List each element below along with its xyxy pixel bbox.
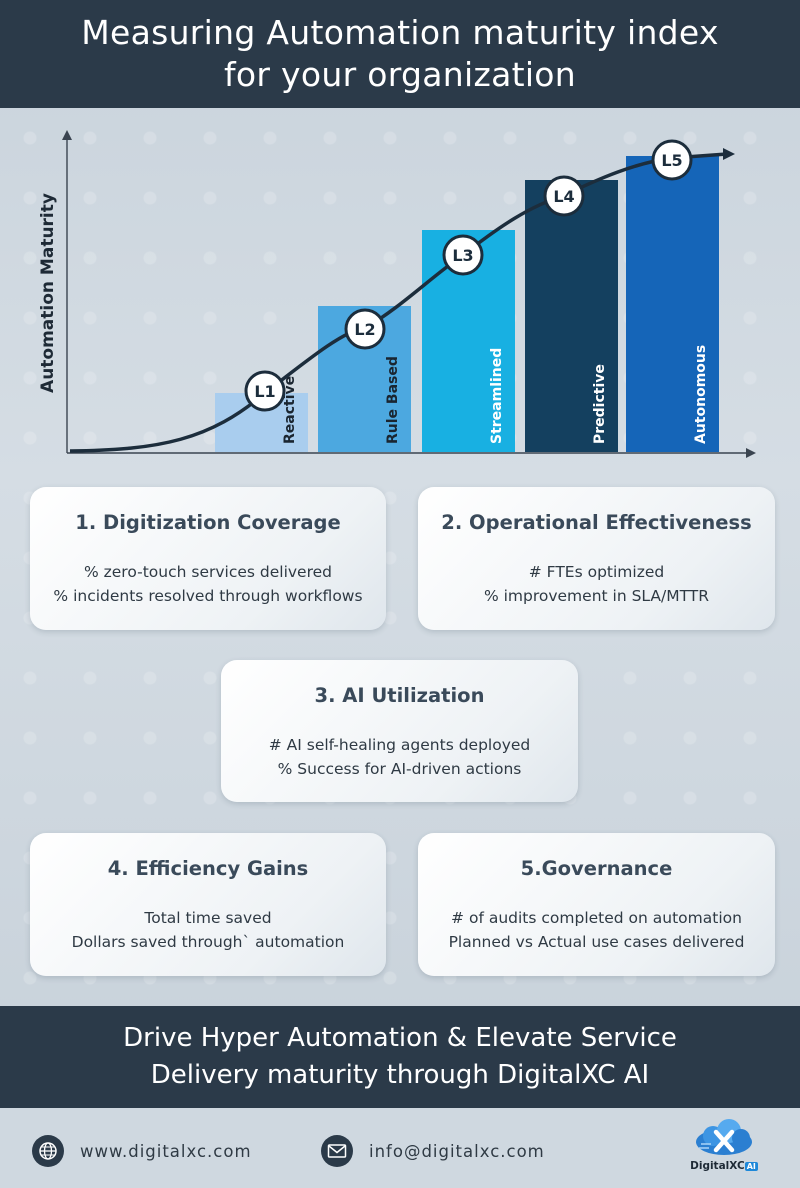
stage-label-1: Reactive (282, 376, 298, 444)
card-line: Dollars saved through` automation (71, 933, 345, 951)
card-line: % zero-touch services delivered (83, 563, 332, 581)
page-title-line1: Measuring Automation maturity index (81, 13, 719, 52)
stage-label-3: Streamlined (489, 348, 505, 444)
logo-name: DigitalXC (690, 1160, 745, 1172)
stage-label-5: Autonomous (693, 345, 709, 444)
metric-card-digitization-coverage: 1. Digitization Coverage % zero-touch se… (30, 487, 386, 630)
contact-bar (0, 1108, 800, 1188)
mail-icon (321, 1135, 353, 1167)
website-link[interactable]: www.digitalxc.com (80, 1141, 252, 1161)
card-title: 5.Governance (520, 857, 673, 880)
digitalxc-logo: DigitalXC AI (688, 1118, 760, 1180)
footer-line2: Delivery maturity through DigitalXC AI (150, 1060, 650, 1090)
level-label-4: L4 (553, 187, 574, 206)
card-line: # FTEs optimized (528, 563, 665, 581)
maturity-bar-5 (626, 156, 719, 452)
level-node-2 (344, 308, 386, 350)
metric-card-efficiency-gains: 4. Efficiency Gains Total time saved Dol… (30, 833, 386, 976)
page-header: Measuring Automation maturity index for … (0, 0, 800, 108)
level-label-5: L5 (661, 151, 682, 170)
level-label-3: L3 (452, 246, 473, 265)
card-title: 4. Efficiency Gains (107, 857, 309, 880)
level-label-2: L2 (354, 320, 375, 339)
card-title: 2. Operational Effectiveness (441, 511, 752, 534)
card-line: % incidents resolved through workflows (53, 587, 363, 605)
level-label-1: L1 (254, 382, 275, 401)
card-line: Planned vs Actual use cases delivered (448, 933, 745, 951)
footer-line1: Drive Hyper Automation & Elevate Service (123, 1023, 677, 1053)
card-title: 3. AI Utilization (314, 684, 485, 707)
card-line: # AI self-healing agents deployed (268, 736, 531, 754)
y-axis-arrow (62, 130, 72, 140)
logo-text: DigitalXC AI (688, 1160, 760, 1172)
metric-card-operational-effectiveness: 2. Operational Effectiveness # FTEs opti… (418, 487, 775, 630)
level-node-5 (651, 139, 693, 181)
metric-card-governance: 5.Governance # of audits completed on au… (418, 833, 775, 976)
card-line: Total time saved (144, 909, 272, 927)
cloud-logo-icon (696, 1119, 752, 1155)
curve-arrow-head (723, 148, 735, 160)
email-link[interactable]: info@digitalxc.com (369, 1141, 545, 1161)
level-node-3 (442, 234, 484, 276)
footer-banner: Drive Hyper Automation & Elevate Service… (0, 1006, 800, 1108)
card-line: % improvement in SLA/MTTR (483, 587, 710, 605)
stage-label-2: Rule Based (385, 356, 401, 444)
maturity-chart-svg: Automation Maturity Reactive Rule Based St… (38, 130, 756, 458)
maturity-chart: Automation Maturity Reactive Rule Based St… (0, 108, 800, 478)
x-axis-arrow (746, 448, 756, 458)
level-node-4 (543, 175, 585, 217)
card-line: % Success for AI-driven actions (277, 760, 522, 778)
metric-card-ai-utilization: 3. AI Utilization # AI self-healing agen… (221, 660, 578, 802)
page-title-line2: for your organization (223, 55, 577, 94)
level-node-1 (244, 370, 286, 412)
card-title: 1. Digitization Coverage (75, 511, 341, 534)
card-line: # of audits completed on automation (451, 909, 742, 927)
logo-ai-badge: AI (744, 1162, 758, 1171)
stage-label-4: Predictive (592, 364, 608, 444)
globe-icon (32, 1135, 64, 1167)
maturity-bar-4 (525, 180, 618, 452)
email-contact[interactable]: info@digitalxc.com (321, 1135, 545, 1167)
y-axis-label: Automation Maturity (38, 193, 58, 393)
website-contact[interactable]: www.digitalxc.com (32, 1135, 252, 1167)
